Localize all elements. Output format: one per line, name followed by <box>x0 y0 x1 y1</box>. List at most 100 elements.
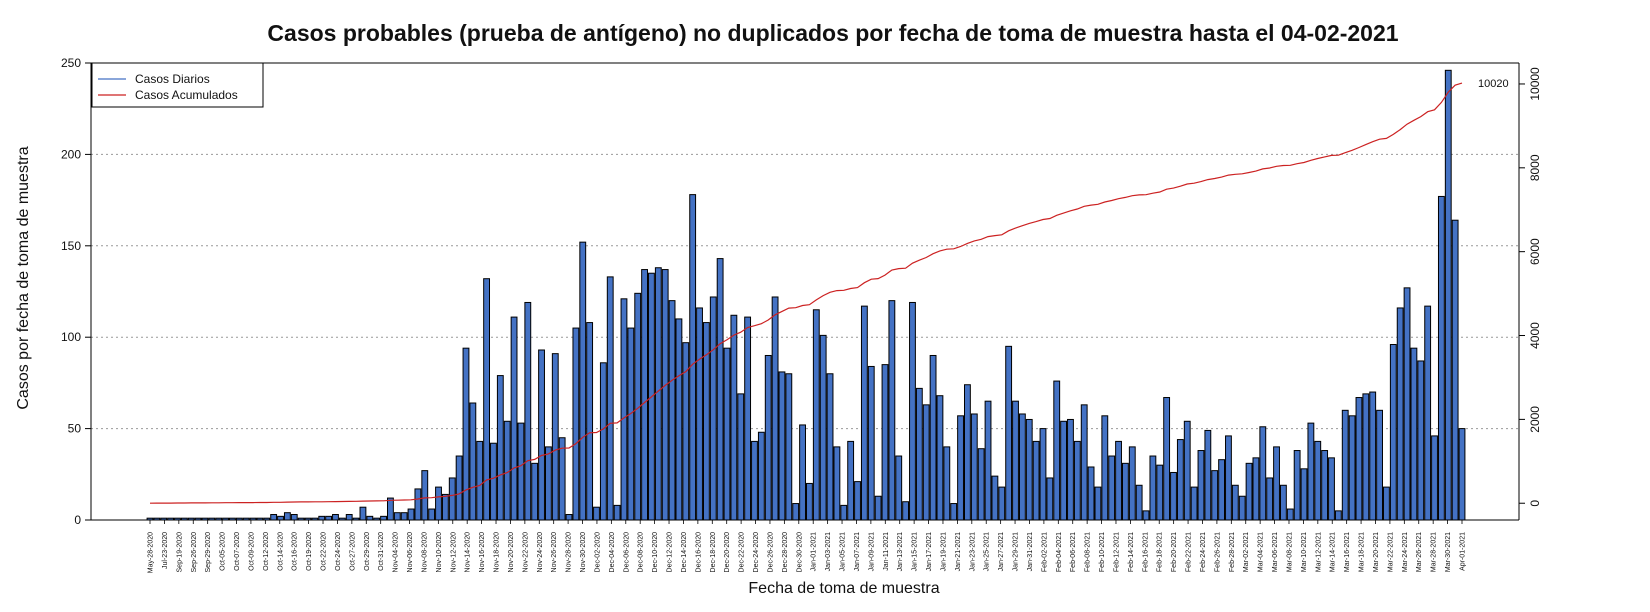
bar <box>950 503 958 521</box>
bar <box>448 477 456 521</box>
bar <box>696 307 703 521</box>
x-tick-label: Oct-12-2020 <box>263 532 270 571</box>
x-tick-label: Oct-24-2020 <box>335 532 342 571</box>
bar <box>1197 450 1205 521</box>
x-tick-label: Feb-22-2021 <box>1186 532 1193 572</box>
bar <box>1376 409 1383 521</box>
x-tick-label: Nov-04-2020 <box>393 532 400 573</box>
bar <box>1238 495 1246 521</box>
bar <box>964 384 971 521</box>
bar <box>833 446 841 521</box>
bar <box>668 300 676 521</box>
bar <box>819 334 827 521</box>
x-tick-label: Nov-30-2020 <box>580 532 587 573</box>
x-tick-label: Mar-10-2021 <box>1301 532 1308 572</box>
x-tick-label: Dec-08-2020 <box>638 532 645 573</box>
bar <box>943 446 951 521</box>
bar <box>1403 287 1411 521</box>
x-tick-label: Jan-17-2021 <box>926 532 933 571</box>
bar <box>414 488 422 521</box>
bar <box>332 514 339 521</box>
bar <box>1437 195 1445 521</box>
x-tick-label: Jan-09-2021 <box>868 532 875 571</box>
x-tick-label: Feb-06-2021 <box>1070 532 1077 572</box>
cumulative-end-label: 10020 <box>1478 78 1509 90</box>
y-axis-label: Casos por fecha de toma de muestra <box>15 146 32 409</box>
x-tick-label: Mar-08-2021 <box>1286 532 1293 572</box>
bar <box>778 371 786 521</box>
x-tick-label: Feb-12-2021 <box>1113 532 1120 572</box>
bar <box>709 296 717 521</box>
bar <box>483 278 491 521</box>
x-tick-label: Dec-18-2020 <box>710 532 717 573</box>
bar <box>517 422 525 521</box>
x-tick-label: Sep-19-2020 <box>176 532 183 573</box>
bar <box>510 316 518 521</box>
bar <box>675 318 683 521</box>
y-tick-label: 150 <box>61 239 81 253</box>
y-tick-label: 250 <box>61 56 81 70</box>
bar <box>915 387 923 521</box>
bar <box>730 314 738 521</box>
x-tick-label: Dec-30-2020 <box>796 532 803 573</box>
bar <box>751 440 758 521</box>
bar <box>1396 307 1404 521</box>
x-tick-label: Sep-29-2020 <box>205 532 212 573</box>
bar <box>936 395 944 521</box>
bar <box>998 486 1006 521</box>
bar <box>984 400 992 521</box>
bar <box>895 455 903 521</box>
x-tick-label: Dec-24-2020 <box>753 532 760 573</box>
x-tick-label: Dec-28-2020 <box>782 532 789 573</box>
x-tick-label: Mar-28-2021 <box>1431 532 1438 572</box>
bar <box>1142 510 1150 521</box>
bar <box>654 267 662 521</box>
x-tick-label: Mar-22-2021 <box>1387 532 1394 572</box>
bar <box>1149 455 1157 521</box>
bar <box>1128 446 1136 521</box>
x-tick-label: Oct-09-2020 <box>248 532 255 571</box>
y-axis-ticks: 0 50 100 150 200 250 <box>61 56 91 527</box>
x-tick-label: Mar-24-2021 <box>1402 532 1409 572</box>
bar <box>1279 484 1287 521</box>
bar <box>1087 466 1095 521</box>
x-tick-label: Jan-13-2021 <box>897 532 904 571</box>
bar <box>799 424 806 521</box>
bar <box>1094 486 1102 521</box>
bar <box>1115 440 1122 521</box>
x-tick-label: Dec-10-2020 <box>652 532 659 573</box>
x-tick-label: Nov-26-2020 <box>551 532 558 573</box>
bar <box>902 501 910 521</box>
bar <box>1135 484 1143 521</box>
x-tick-label: Jan-21-2021 <box>955 532 962 571</box>
x-tick-label: Oct-07-2020 <box>234 532 241 571</box>
y2-tick-label: 8000 <box>1528 154 1542 181</box>
bar <box>661 269 669 521</box>
bar <box>270 514 278 521</box>
bar <box>840 504 848 521</box>
bar <box>1231 484 1239 521</box>
x-tick-label: Mar-14-2021 <box>1330 532 1337 572</box>
bar <box>744 316 752 521</box>
bar <box>1348 415 1356 521</box>
bar <box>1245 462 1253 521</box>
bar <box>881 364 889 521</box>
bar <box>1121 462 1129 521</box>
bar <box>1389 344 1397 521</box>
x-tick-label: Oct-16-2020 <box>292 532 299 571</box>
bar <box>1451 219 1459 521</box>
bar <box>428 508 436 521</box>
legend-label-daily: Casos Diarios <box>135 72 210 86</box>
x-tick-label: Feb-04-2021 <box>1056 532 1063 572</box>
bar <box>1424 305 1432 521</box>
bar <box>1383 486 1390 521</box>
bar <box>1417 360 1425 521</box>
cumulative-line-series <box>149 82 1463 504</box>
bar <box>1218 459 1226 521</box>
bar <box>860 305 868 521</box>
cumulative-line <box>149 82 1463 504</box>
bar <box>1362 393 1370 521</box>
bar <box>359 506 367 521</box>
x-tick-label: Apr-01-2021 <box>1460 532 1467 571</box>
